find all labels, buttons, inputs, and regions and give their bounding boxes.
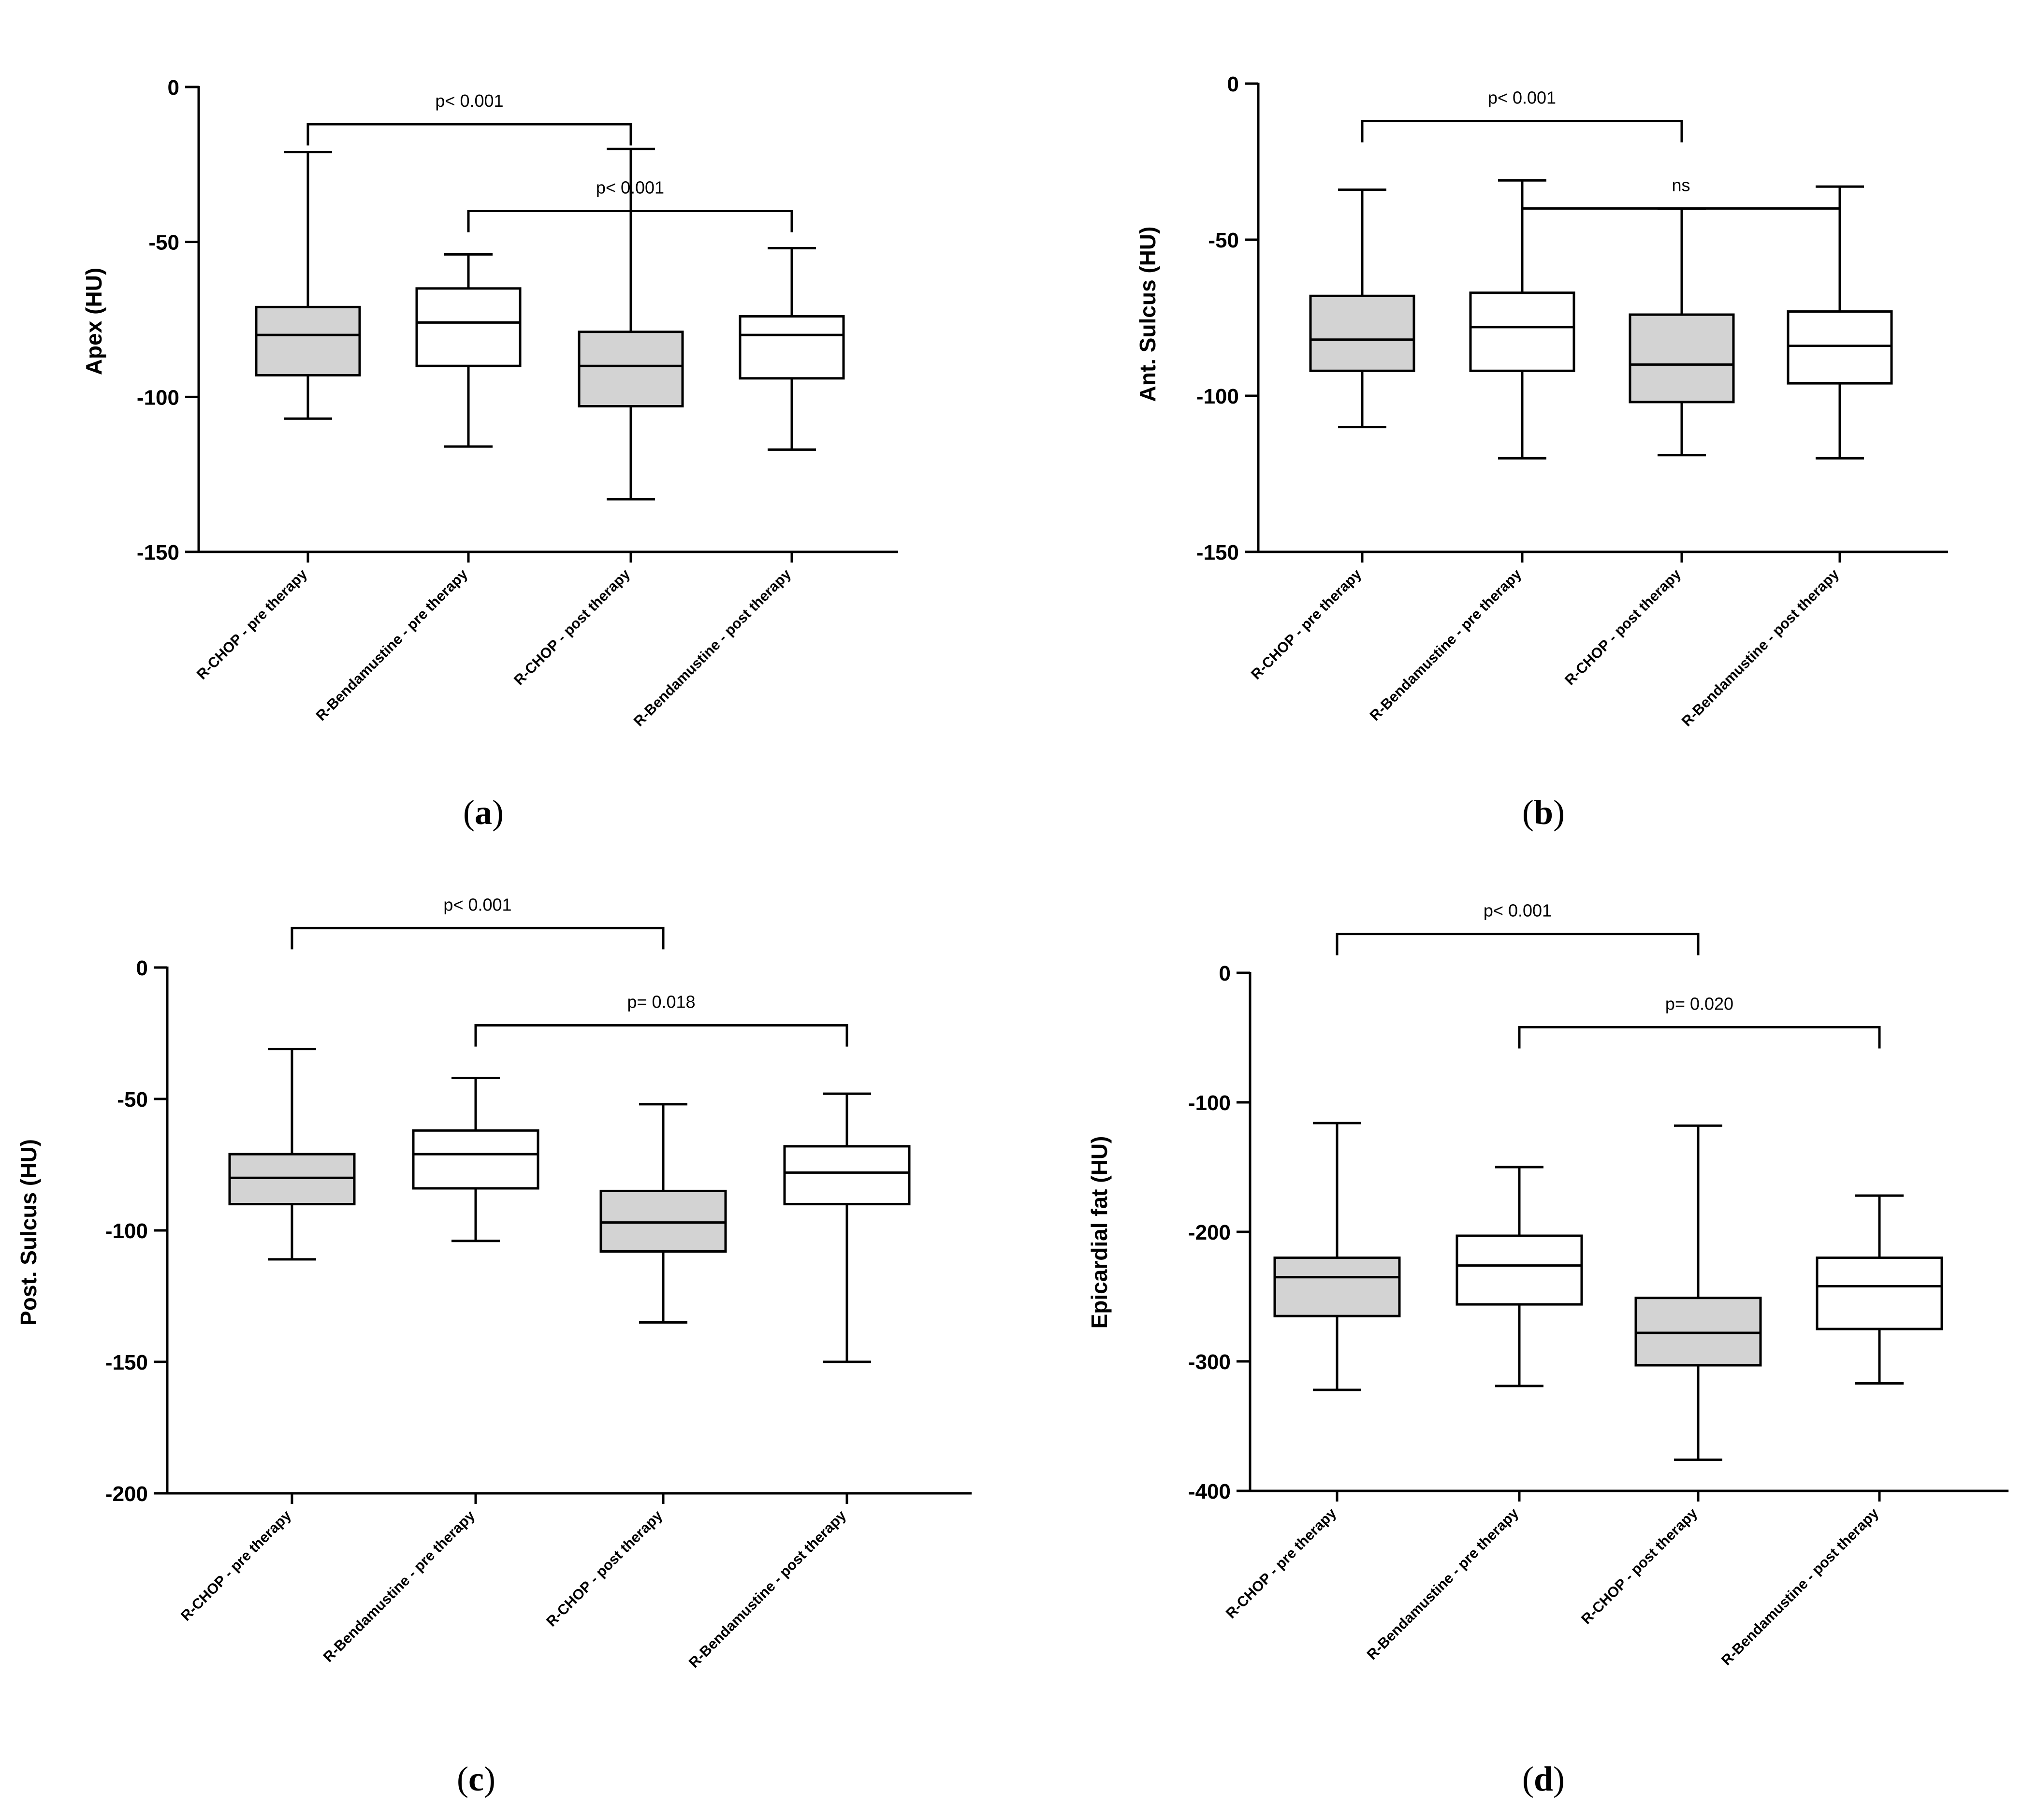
- panel-label-letter: a: [475, 793, 492, 832]
- iqr-box: [578, 331, 684, 408]
- p-value-label: p= 0.018: [627, 992, 695, 1012]
- panel-label-open-paren: (: [457, 1760, 468, 1798]
- panel-label: (c): [457, 1760, 495, 1798]
- iqr-box: [1273, 1257, 1401, 1317]
- iqr-box: [739, 315, 845, 380]
- chart-panel-a: 0 -50 -100 -150 Apex (HU) R-CHOP - pre therap…: [81, 76, 898, 832]
- y-tick-label: -200: [105, 1482, 148, 1506]
- significance-bracket: [291, 926, 665, 950]
- p-value-label: p= 0.020: [1665, 994, 1733, 1014]
- panel-label-close-paren: ): [1553, 793, 1565, 832]
- iqr-box: [1469, 291, 1575, 372]
- y-tick-label: -100: [1196, 385, 1239, 408]
- y-tick-label: 0: [1227, 72, 1239, 96]
- y-tick-label: -200: [1188, 1221, 1231, 1244]
- iqr-box: [412, 1129, 539, 1190]
- significance-bracket: [1521, 207, 1841, 230]
- panel-label-close-paren: ): [492, 793, 504, 832]
- x-category-label: R-CHOP - post therapy: [543, 1507, 666, 1630]
- y-axis-label: Epicardial fat (HU): [1087, 1136, 1112, 1329]
- iqr-box: [1455, 1234, 1583, 1306]
- significance-bracket: [1518, 1026, 1881, 1049]
- y-axis-label: Ant. Sulcus (HU): [1135, 227, 1160, 402]
- x-category-label: R-Bendamustine - post therapy: [1718, 1505, 1882, 1668]
- panel-label-open-paren: (: [463, 793, 475, 832]
- panel-label-close-paren: ): [484, 1760, 495, 1798]
- x-category-label: R-Bendamustine - pre therapy: [313, 566, 471, 723]
- iqr-box: [1787, 310, 1893, 385]
- x-category-label: R-Bendamustine - pre therapy: [320, 1507, 478, 1665]
- iqr-box: [1309, 294, 1415, 372]
- iqr-box: [599, 1189, 727, 1253]
- iqr-box: [1634, 1297, 1762, 1367]
- panel-label-open-paren: (: [1522, 793, 1534, 832]
- p-value-label: p< 0.001: [443, 895, 511, 914]
- significance-bracket: [1361, 120, 1683, 143]
- chart-panel-b: 0 -50 -100 -150 Ant. Sulcus (HU) R-CHOP - pre…: [1135, 72, 1948, 832]
- panel-label: (b): [1522, 793, 1565, 832]
- panel-label-letter: b: [1534, 793, 1553, 832]
- significance-bracket: [306, 123, 632, 145]
- y-tick-label: -150: [137, 541, 179, 564]
- y-tick-label: -100: [1188, 1091, 1231, 1115]
- y-tick-label: 0: [136, 956, 148, 980]
- iqr-box: [255, 305, 361, 376]
- p-value-label: p< 0.001: [1488, 88, 1556, 108]
- iqr-box: [1816, 1257, 1943, 1330]
- iqr-box: [783, 1145, 911, 1206]
- p-value-label: p< 0.001: [435, 91, 503, 111]
- y-tick-label: -100: [137, 386, 179, 409]
- p-value-label: ns: [1672, 175, 1690, 195]
- panel-label-letter: d: [1534, 1760, 1553, 1798]
- x-category-label: R-CHOP - pre therapy: [1248, 566, 1365, 682]
- x-category-label: R-Bendamustine - post therapy: [631, 566, 794, 729]
- y-axis-label: Post. Sulcus (HU): [16, 1139, 41, 1326]
- y-tick-label: -400: [1188, 1480, 1231, 1503]
- x-category-label: R-Bendamustine - pre therapy: [1367, 566, 1525, 723]
- x-category-label: R-CHOP - post therapy: [1562, 566, 1684, 688]
- panel-label: (a): [463, 793, 504, 832]
- x-category-label: R-CHOP - pre therapy: [194, 566, 310, 682]
- x-category-label: R-Bendamustine - post therapy: [686, 1507, 849, 1671]
- panel-label-open-paren: (: [1522, 1760, 1534, 1798]
- y-tick-label: -300: [1188, 1350, 1231, 1374]
- x-category-label: R-CHOP - pre therapy: [1223, 1505, 1339, 1621]
- significance-bracket: [1336, 933, 1700, 955]
- p-value-label: p< 0.001: [596, 178, 664, 198]
- x-category-label: R-Bendamustine - pre therapy: [1364, 1505, 1522, 1662]
- y-tick-label: -50: [148, 231, 179, 255]
- y-tick-label: 0: [168, 76, 179, 100]
- chart-panel-c: 0 -50 -100 -150 -200 Post. Sulcus (HU) R-CHOP …: [16, 895, 972, 1798]
- panel-label-close-paren: ): [1553, 1760, 1565, 1798]
- p-value-label: p< 0.001: [1484, 901, 1552, 921]
- x-category-label: R-CHOP - post therapy: [1578, 1505, 1701, 1627]
- iqr-box: [1629, 313, 1735, 404]
- panel-label-letter: c: [468, 1760, 484, 1798]
- x-category-label: R-CHOP - pre therapy: [178, 1507, 294, 1624]
- y-tick-label: -150: [1196, 541, 1239, 564]
- y-tick-label: -100: [105, 1219, 148, 1243]
- y-tick-label: -50: [1208, 229, 1239, 252]
- y-axis-label: Apex (HU): [81, 268, 106, 375]
- y-tick-label: -50: [117, 1088, 148, 1112]
- x-category-label: R-Bendamustine - post therapy: [1679, 566, 1842, 729]
- significance-bracket: [467, 210, 793, 232]
- x-category-label: R-CHOP - post therapy: [511, 566, 633, 688]
- y-tick-label: -150: [105, 1351, 148, 1374]
- iqr-box: [415, 287, 522, 367]
- panel-label: (d): [1522, 1760, 1565, 1798]
- y-tick-label: 0: [1219, 962, 1231, 985]
- significance-bracket: [474, 1024, 848, 1047]
- chart-panel-d: 0 -100 -200 -300 -400 Epicardial fat (HU) R-CH…: [1087, 901, 2008, 1798]
- iqr-box: [228, 1153, 356, 1206]
